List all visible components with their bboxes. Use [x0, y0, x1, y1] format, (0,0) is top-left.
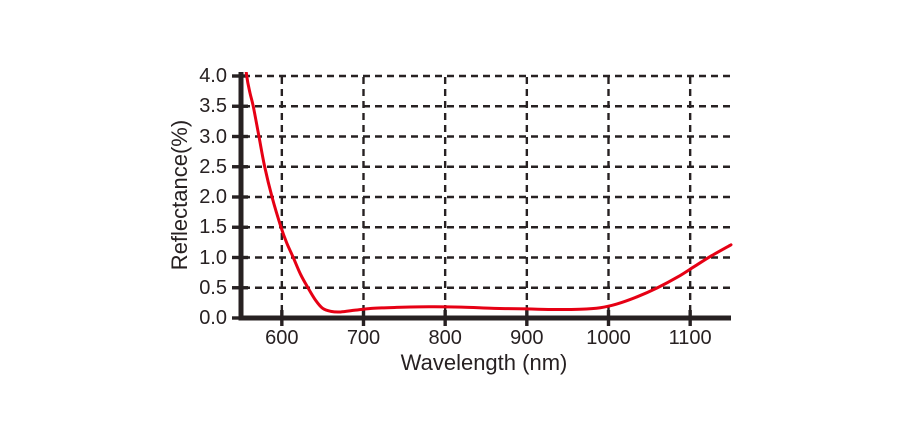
- x-tick-label: 700: [346, 327, 381, 349]
- y-tick-label: 0.0: [199, 307, 227, 329]
- y-tick-label: 3.0: [199, 125, 227, 148]
- y-tick-label: 0.5: [199, 276, 227, 299]
- x-tick-label: 800: [428, 327, 462, 349]
- x-tick-label: 900: [510, 327, 544, 349]
- y-tick-label: 2.0: [199, 186, 227, 208]
- reflectance-curve: [244, 72, 733, 314]
- y-tick-label: 1.5: [199, 216, 227, 239]
- x-tick-label: 1000: [586, 327, 631, 349]
- y-tick-label: 4.0: [199, 65, 227, 87]
- y-tick-label: 2.5: [199, 155, 227, 178]
- axes: [238, 72, 731, 321]
- y-tick-label: 1.0: [199, 246, 227, 269]
- y-tick-label: 3.5: [199, 95, 227, 118]
- x-tick-label: 1100: [668, 327, 712, 349]
- x-tick-label: 600: [265, 327, 299, 349]
- x-axis-title: Wavelength (nm): [400, 350, 568, 375]
